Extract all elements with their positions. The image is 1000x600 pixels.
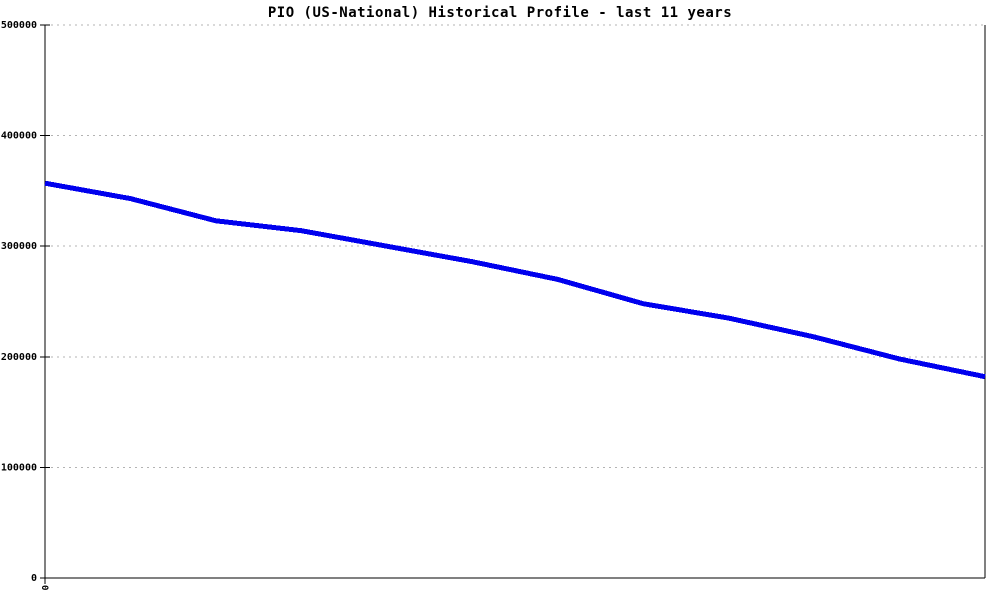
y-tick-label: 200000 — [1, 352, 37, 363]
x-tick-label: 0 — [39, 585, 49, 590]
y-tick-label: 0 — [31, 573, 37, 584]
y-tick-label: 500000 — [1, 20, 37, 31]
y-tick-label: 400000 — [1, 131, 37, 142]
data-series-line — [44, 180, 986, 380]
chart-title: PIO (US-National) Historical Profile - l… — [267, 5, 733, 21]
y-tick-label: 300000 — [1, 241, 37, 252]
y-tick-label: 100000 — [1, 462, 37, 473]
